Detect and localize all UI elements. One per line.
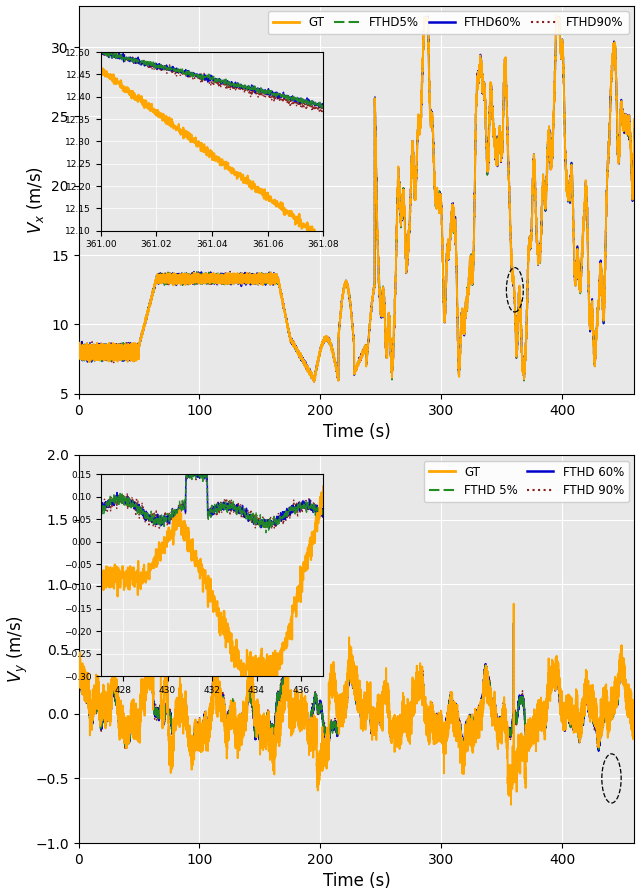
- Legend: GT, FTHD5%, FTHD60%, FTHD90%: GT, FTHD5%, FTHD60%, FTHD90%: [268, 12, 628, 34]
- Y-axis label: $V_y$ (m/s): $V_y$ (m/s): [6, 615, 29, 683]
- X-axis label: Time (s): Time (s): [323, 423, 390, 441]
- Legend: GT, FTHD 5%, FTHD 60%, FTHD 90%: GT, FTHD 5%, FTHD 60%, FTHD 90%: [424, 461, 628, 502]
- Y-axis label: $V_x$ (m/s): $V_x$ (m/s): [25, 166, 45, 234]
- X-axis label: Time (s): Time (s): [323, 873, 390, 891]
